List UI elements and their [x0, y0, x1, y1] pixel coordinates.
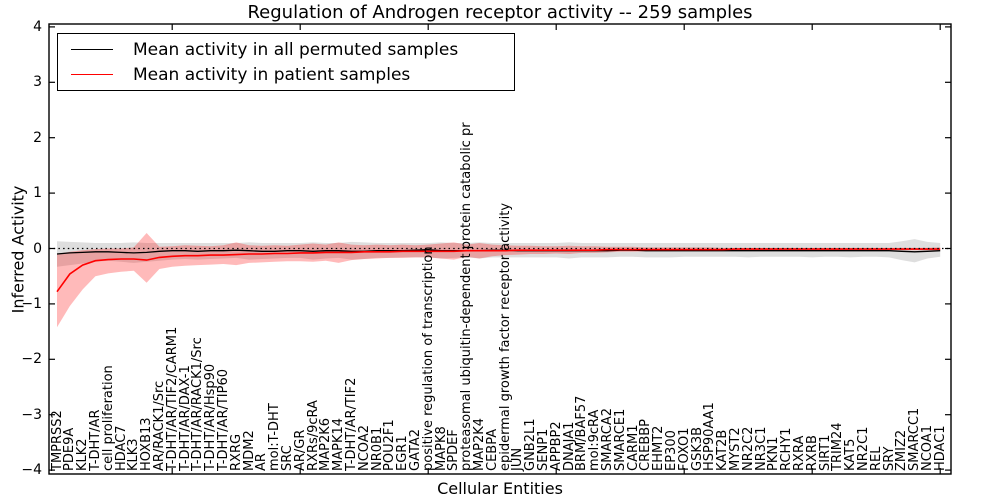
ytick-label: −1: [21, 295, 42, 312]
xtick-label: SRC: [279, 445, 295, 471]
xtick-label: GATA2: [407, 428, 423, 471]
xtick-label: epidermal growth factor receptor activit…: [497, 202, 513, 471]
patient-line-sample-icon: [71, 74, 113, 75]
xtick-label: HDAC1: [932, 425, 948, 471]
patient-mean-line: [56, 248, 941, 293]
ytick-label: 2: [33, 129, 42, 146]
xtick-label: SMARCE1: [612, 408, 628, 471]
xtick-label: SMARCA2: [599, 408, 615, 471]
xtick-label: RXRA: [791, 435, 807, 471]
ytick-label: 0: [33, 240, 42, 257]
permuted-line-sample-icon: [71, 49, 113, 50]
xtick-label: positive regulation of transcription: [420, 246, 436, 471]
xtick-label: NR2C2: [740, 426, 756, 471]
legend-entry-patient: Mean activity in patient samples: [58, 65, 514, 85]
ytick-label: 1: [33, 185, 42, 202]
xtick-label: APPBP2: [548, 421, 564, 471]
xtick-label: MAP2K4: [471, 417, 487, 471]
legend-label-patient: Mean activity in patient samples: [133, 64, 411, 85]
ytick-label: 4: [33, 18, 42, 35]
xtick-label: T-DHT/AR/TIF2/CARM1: [164, 326, 180, 471]
ytick-label: −4: [21, 462, 42, 479]
xtick-label: MYST2: [727, 427, 743, 471]
y-axis-title: Inferred Activity: [8, 185, 28, 314]
xtick-label: NCOA2: [356, 425, 372, 471]
xtick-label: EP300: [663, 430, 679, 471]
xtick-label: REL: [868, 446, 884, 472]
x-axis-title: Cellular Entities: [437, 479, 563, 498]
patient-range-band: [57, 233, 941, 328]
xtick-label: T-DHT/AR: [87, 409, 103, 471]
legend: Mean activity in all permuted samples Me…: [57, 33, 515, 91]
xtick-label: CEBPA: [484, 428, 500, 471]
legend-entry-permuted: Mean activity in all permuted samples: [58, 40, 514, 60]
xtick-label: NR2C1: [855, 426, 871, 471]
chart-title: Regulation of Androgen receptor activity…: [247, 2, 753, 23]
xtick-label: RXRG: [228, 433, 244, 471]
ytick-label: 3: [33, 74, 42, 91]
xtick-label: T-DHT/AR/TIP60: [215, 368, 231, 471]
xtick-label: AR/RACK1/Src: [151, 380, 167, 471]
xtick-label: AR/GR: [292, 429, 308, 471]
ytick-label: −2: [21, 351, 42, 368]
legend-label-permuted: Mean activity in all permuted samples: [133, 39, 459, 60]
xtick-label: T-DHT/AR/TIF2: [343, 377, 359, 471]
xtick-label: FOXO1: [676, 427, 692, 471]
xtick-label: cell proliferation: [100, 365, 116, 471]
ytick-label: −3: [21, 406, 42, 423]
xtick-label: NCOA1: [919, 425, 935, 471]
permuted-range-band: [57, 239, 941, 267]
xtick-label: SENP1: [535, 428, 551, 471]
xtick-label: RXRB: [804, 435, 820, 471]
